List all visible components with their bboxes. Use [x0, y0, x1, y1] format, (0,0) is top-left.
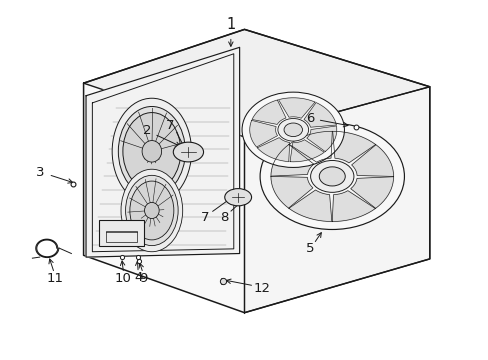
Polygon shape — [86, 47, 239, 257]
Polygon shape — [83, 30, 429, 137]
Ellipse shape — [173, 142, 203, 162]
Text: 11: 11 — [47, 272, 63, 285]
Text: 5: 5 — [305, 242, 314, 255]
Ellipse shape — [118, 107, 185, 196]
Text: 10: 10 — [114, 272, 131, 285]
Text: 9: 9 — [139, 272, 147, 285]
Polygon shape — [332, 131, 375, 163]
Polygon shape — [270, 144, 313, 176]
Ellipse shape — [121, 169, 183, 252]
Text: 2: 2 — [142, 124, 151, 137]
Text: 8: 8 — [220, 211, 228, 224]
Polygon shape — [249, 120, 277, 147]
Polygon shape — [278, 98, 314, 118]
Polygon shape — [257, 138, 289, 162]
Polygon shape — [351, 145, 393, 176]
Ellipse shape — [122, 113, 181, 190]
Ellipse shape — [112, 98, 191, 204]
Text: 4: 4 — [134, 271, 142, 284]
Circle shape — [260, 123, 404, 229]
Ellipse shape — [130, 181, 174, 240]
Polygon shape — [304, 103, 336, 127]
Ellipse shape — [142, 140, 161, 162]
Circle shape — [310, 161, 353, 192]
Polygon shape — [251, 100, 285, 125]
Circle shape — [242, 92, 344, 167]
Polygon shape — [331, 191, 375, 221]
Text: 7: 7 — [166, 119, 174, 132]
FancyBboxPatch shape — [99, 220, 144, 246]
Polygon shape — [289, 140, 324, 162]
Polygon shape — [288, 131, 331, 162]
Polygon shape — [306, 126, 336, 152]
Text: 3: 3 — [36, 166, 45, 179]
Text: 12: 12 — [253, 282, 269, 295]
Text: 1: 1 — [226, 17, 235, 32]
Circle shape — [284, 123, 302, 136]
Ellipse shape — [144, 202, 159, 219]
Polygon shape — [244, 87, 429, 313]
Text: 6: 6 — [305, 112, 314, 125]
Circle shape — [277, 118, 308, 141]
Polygon shape — [288, 190, 331, 221]
Polygon shape — [83, 30, 429, 313]
Text: 7: 7 — [201, 211, 209, 224]
Circle shape — [319, 167, 345, 186]
Ellipse shape — [224, 189, 251, 206]
Polygon shape — [270, 176, 312, 208]
Ellipse shape — [125, 175, 178, 246]
Polygon shape — [350, 177, 393, 208]
